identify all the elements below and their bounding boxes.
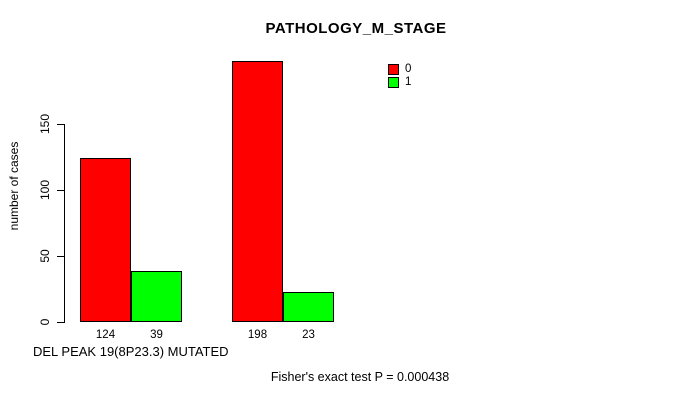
bar-series1-group1 (131, 271, 182, 322)
y-tick (57, 322, 65, 323)
bar-series1-group2 (283, 292, 334, 322)
x-axis-title: DEL PEAK 19(8P23.3) MUTATED (33, 344, 229, 359)
y-tick (57, 190, 65, 191)
y-tick (57, 124, 65, 125)
y-axis-title: number of cases (7, 141, 21, 231)
y-tick-label: 100 (38, 179, 52, 201)
bar-value-label: 39 (150, 329, 163, 341)
legend-label-1: 1 (405, 76, 412, 88)
y-axis-line (64, 124, 65, 323)
y-tick-label: 0 (38, 318, 52, 326)
chart-title: PATHOLOGY_M_STAGE (265, 20, 447, 37)
bar-value-label: 124 (95, 329, 116, 341)
bar-series0-group1 (80, 158, 131, 322)
y-tick (57, 256, 65, 257)
stat-annotation: Fisher's exact test P = 0.000438 (270, 370, 450, 384)
bar-value-label: 198 (247, 329, 268, 341)
y-tick-label: 50 (38, 249, 52, 263)
bar-series0-group2 (232, 61, 283, 322)
legend-item-0: 0 (388, 63, 411, 76)
legend-swatch-red (388, 64, 399, 75)
legend-swatch-green (388, 77, 399, 88)
bar-value-label: 23 (302, 329, 315, 341)
legend-item-1: 1 (388, 76, 411, 89)
legend: 0 1 (388, 63, 411, 89)
legend-label-0: 0 (405, 63, 412, 75)
y-tick-label: 150 (38, 113, 52, 135)
